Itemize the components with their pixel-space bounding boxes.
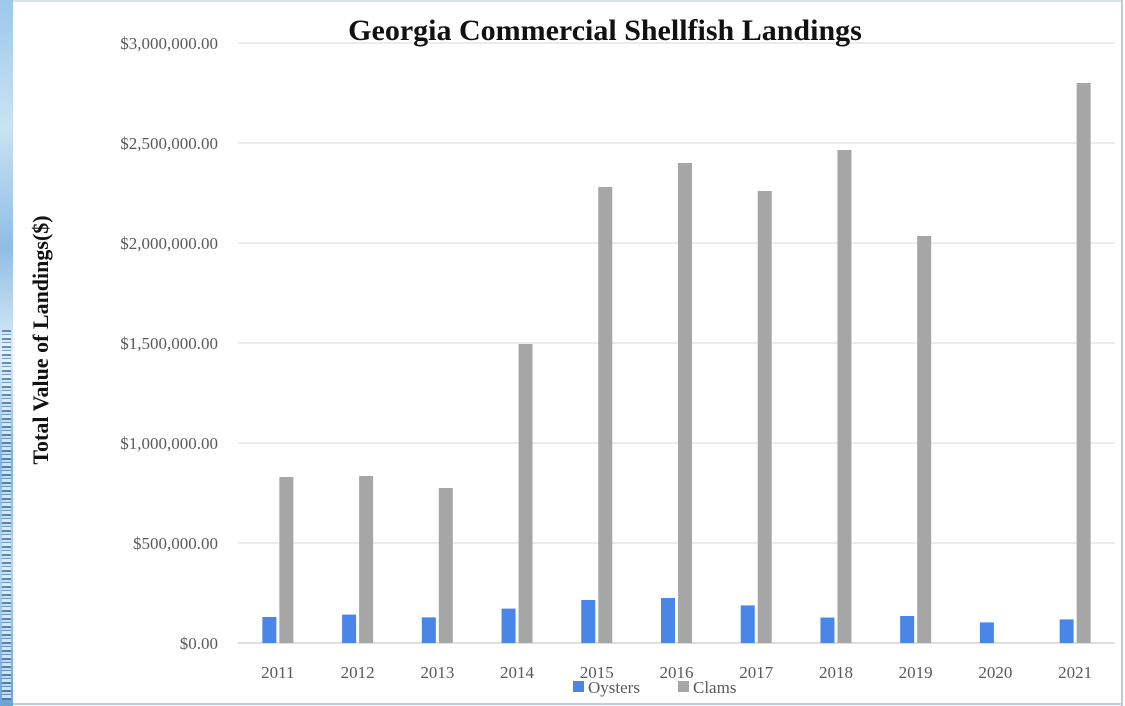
- bar-oysters-2018: [820, 617, 835, 643]
- y-tick-label: $1,000,000.00: [120, 434, 218, 453]
- bar-oysters-2014: [501, 608, 516, 643]
- bar-oysters-2015: [581, 600, 596, 643]
- y-axis-label: Total Value of Landings($): [28, 215, 53, 464]
- legend-label-clams: Clams: [693, 678, 736, 697]
- y-tick-label: $2,500,000.00: [120, 134, 218, 153]
- x-tick-label: 2021: [1058, 663, 1092, 682]
- bar-clams-2015: [598, 187, 613, 643]
- y-tick-label: $500,000.00: [133, 534, 218, 553]
- bar-clams-2013: [438, 488, 453, 643]
- y-axis-ticks: $0.00 $500,000.00 $1,000,000.00 $1,500,000.…: [120, 34, 218, 653]
- gridlines: [238, 42, 1115, 644]
- legend: Oysters Clams: [573, 678, 736, 697]
- bar-clams-2011: [279, 477, 294, 643]
- y-tick-label: $0.00: [180, 634, 218, 653]
- background-photo-strip: [0, 0, 13, 706]
- y-tick-label: $2,000,000.00: [120, 234, 218, 253]
- legend-swatch-clams: [678, 681, 689, 692]
- chart-title: Georgia Commercial Shellfish Landings: [348, 14, 862, 47]
- x-tick-label: 2019: [899, 663, 933, 682]
- bar-clams-2018: [837, 150, 852, 643]
- bar-oysters-2017: [740, 605, 755, 643]
- bar-clams-2012: [359, 476, 374, 643]
- y-tick-label: $1,500,000.00: [120, 334, 218, 353]
- bar-clams-2017: [757, 191, 772, 643]
- frame-border-bottom: [13, 703, 1123, 705]
- bar-oysters-2016: [661, 598, 675, 643]
- x-tick-label: 2017: [739, 663, 774, 682]
- bar-oysters-2013: [421, 617, 436, 643]
- x-tick-label: 2016: [660, 663, 694, 682]
- bar-clams-2019: [917, 236, 932, 643]
- x-tick-label: 2013: [420, 663, 454, 682]
- y-tick-label: $3,000,000.00: [120, 34, 218, 53]
- bar-clams-2016: [678, 163, 692, 643]
- x-tick-label: 2020: [978, 663, 1012, 682]
- bar-oysters-2019: [900, 616, 915, 643]
- x-axis-ticks: 2011 2012 2013 2014 2015 2016 2017 2018 2019 2020…: [261, 663, 1092, 682]
- bar-oysters-2011: [262, 617, 277, 643]
- bars: [262, 83, 1091, 643]
- bar-clams-2014: [518, 344, 533, 643]
- x-tick-label: 2012: [341, 663, 375, 682]
- bar-oysters-2012: [342, 614, 357, 643]
- frame-border-top: [13, 0, 1123, 2]
- bar-oysters-2020: [979, 622, 994, 643]
- frame-border-right: [1121, 0, 1123, 706]
- bar-oysters-2021: [1059, 619, 1074, 643]
- legend-label-oysters: Oysters: [588, 678, 640, 697]
- x-tick-label: 2011: [261, 663, 294, 682]
- x-tick-label: 2018: [819, 663, 853, 682]
- x-tick-label: 2015: [580, 663, 614, 682]
- bar-clams-2021: [1076, 83, 1091, 643]
- legend-swatch-oysters: [573, 681, 584, 692]
- x-tick-label: 2014: [500, 663, 535, 682]
